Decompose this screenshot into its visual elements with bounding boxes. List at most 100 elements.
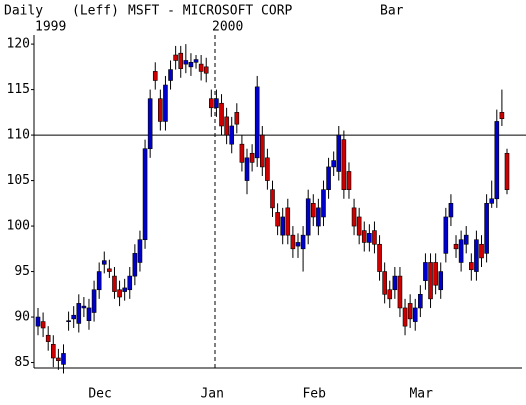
candle-body [428,262,433,300]
candle-body [76,303,82,324]
candle-body [356,216,362,236]
candle-body [377,243,382,272]
candle-body [402,307,408,327]
candle-body [290,234,296,250]
candle-body [66,320,71,322]
y-tick-label: 120 [7,37,30,52]
candle-body [122,287,127,292]
scale-label: (Leff) [72,4,119,19]
candle-body [367,233,372,243]
candle-body [484,203,489,254]
candle-body [412,307,418,322]
candle-body [300,234,306,250]
candle-body [224,116,229,136]
candle-body [361,230,367,243]
candle-body [244,157,250,181]
candle-body [178,52,184,69]
candle-body [433,262,438,286]
candle-body [275,212,280,227]
candle-body [137,239,143,263]
year-label: 2000 [212,20,243,35]
candle-body [295,242,301,247]
candle-body [265,157,270,181]
candle-body [203,66,209,74]
candle-body [489,198,495,204]
y-tick-label: 95 [14,264,30,279]
candle-body [453,243,459,250]
candle-body [438,271,444,291]
candle-body [168,69,173,81]
x-tick-label: Feb [302,387,326,402]
candle-body [173,54,178,61]
y-tick-label: 105 [7,173,30,188]
candle-body [392,275,398,291]
candle-body [71,314,76,320]
candle-body [193,59,199,63]
candle-body [127,275,133,291]
candle-body [112,275,117,292]
candle-body [285,207,291,236]
x-tick-label: Jan [200,387,223,402]
candle-body [351,207,357,227]
y-tick-label: 85 [14,355,30,370]
candle-body [81,305,87,309]
period-label: Daily [4,4,43,19]
candle-body [372,230,377,245]
candle-body [336,134,342,172]
chart-title: MSFT - MICROSOFT CORP [128,4,293,19]
candle-body [40,321,46,329]
y-tick-label: 100 [7,219,30,234]
candle-body [91,289,97,313]
candle-body [35,316,41,327]
candle-body [397,275,403,309]
candle-body [270,189,275,209]
candle-body [463,234,469,245]
candle-body [443,216,449,254]
candle-body [326,166,331,190]
candle-body [229,125,235,145]
candle-body [341,139,347,190]
candle-body [474,239,479,272]
style-label: Bar [380,4,404,19]
candle-body [310,203,316,218]
candle-body [458,239,464,263]
candle-body [183,60,189,65]
candle-body [407,303,413,320]
candle-body [331,160,336,168]
candle-body [96,271,102,291]
candle-body [214,98,219,109]
candle-body [101,260,107,265]
candle-body [448,203,454,218]
candle-body [209,98,214,109]
candle-body [280,216,285,236]
candle-body [504,152,510,190]
candle-body [423,262,428,281]
candle-body [117,289,122,298]
candle-body [50,344,56,359]
y-tick-label: 115 [7,82,30,97]
candle-body [234,112,240,125]
candle-body [316,207,321,227]
candle-body [152,71,158,81]
candle-body [321,189,326,218]
candle-body [61,353,66,365]
candle-body [305,198,311,236]
candle-body [469,262,474,271]
candle-body [239,143,245,163]
candle-body [254,86,260,159]
candle-body [45,334,51,342]
candle-body [346,171,352,190]
candle-body [163,84,168,122]
candle-body [56,357,61,362]
year-label: 1999 [35,20,66,35]
x-tick-label: Mar [409,387,433,402]
candle-body [147,98,153,150]
candle-body [494,121,500,200]
candle-body [479,243,484,259]
candle-body [132,253,138,277]
y-tick-label: 90 [14,310,30,325]
candle-body [86,307,92,321]
candle-body [418,294,423,309]
candle-body [499,112,505,120]
